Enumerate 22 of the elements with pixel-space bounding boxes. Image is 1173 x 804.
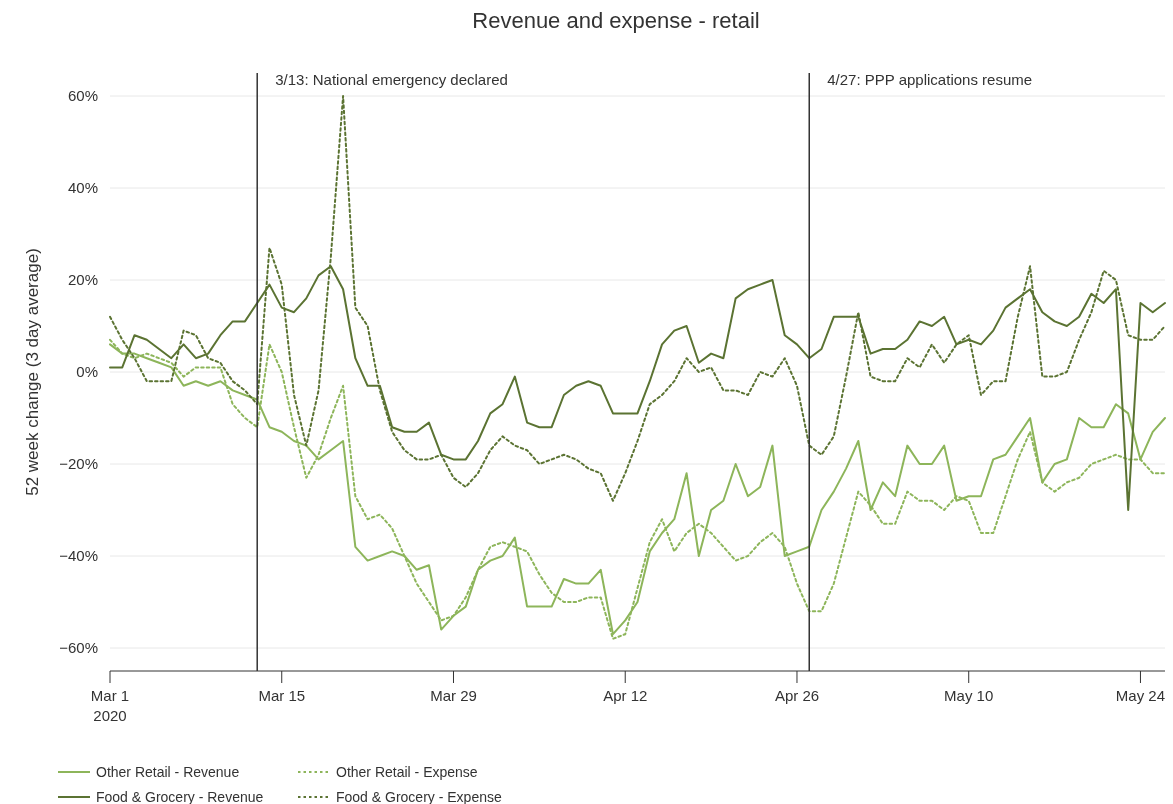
y-tick-label: 40% (67, 179, 98, 197)
x-tick-label: May 10 (944, 687, 994, 704)
y-axis-title: 52 week change (3 day average) (23, 248, 42, 496)
y-tick-label: −60% (59, 639, 98, 657)
legend-label: Other Retail - Expense (336, 763, 478, 780)
x-tick-label: Apr 26 (774, 687, 820, 704)
chart-title: Revenue and expense - retail (472, 8, 760, 33)
x-tick-label: Mar 15 (258, 687, 306, 704)
x-tick-label: May 24 (1115, 687, 1166, 704)
y-tick-label: −40% (59, 547, 98, 565)
ref-line-label: 3/13: National emergency declared (275, 71, 508, 88)
y-tick-label: 0% (76, 363, 98, 381)
y-tick-label: 60% (67, 87, 98, 105)
legend-label: Food & Grocery - Revenue (96, 788, 264, 804)
x-tick-label: Apr 12 (603, 687, 648, 704)
x-tick-label: Mar 29 (430, 687, 477, 704)
x-tick-label: Mar 1 2020 (90, 687, 130, 724)
y-tick-label: −20% (59, 455, 98, 473)
legend-label: Food & Grocery - Expense (336, 788, 502, 804)
y-tick-label: 20% (67, 271, 98, 289)
legend-label: Other Retail - Revenue (96, 763, 240, 780)
ref-line-label: 4/27: PPP applications resume (827, 71, 1033, 88)
